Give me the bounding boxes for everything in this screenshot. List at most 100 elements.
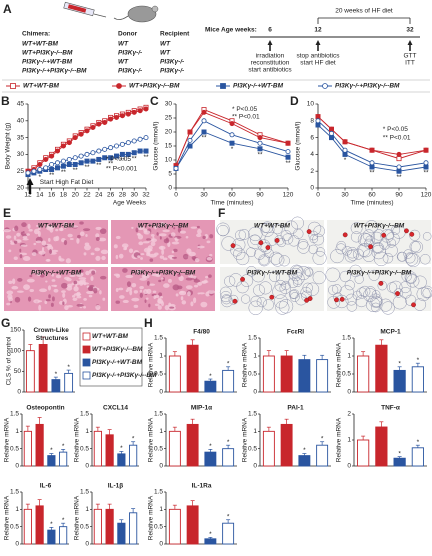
annotation: ** P<0.01 [232,113,260,120]
week-label: 6 [268,27,272,34]
bar [204,451,217,467]
data-point [173,165,179,171]
table-cell: PI3Kγ-/- [118,50,142,57]
adipocyte [257,239,271,253]
x-tick-label: 26 [107,192,115,199]
data-point [143,106,149,112]
adipocyte [248,226,263,242]
tissue-texture [64,305,69,311]
bar [186,423,199,467]
panel-label: D [290,94,299,108]
tissue-texture [158,245,166,250]
significance-label: * [417,357,420,364]
annotation: * P<0.05 [106,156,132,163]
y-tick-label: 1 [347,353,351,360]
adipocyte [399,287,412,299]
tissue-texture [201,280,209,284]
adipocyte [258,254,271,267]
tissue-texture [8,249,12,253]
y-tick-label: 10 [165,157,173,164]
data-point [108,155,114,161]
week-label: 32 [406,27,414,34]
adipocyte [253,284,265,297]
adipocyte [284,220,298,235]
tissue-texture [115,254,119,260]
tissue-texture [142,241,150,244]
series-line [317,120,427,168]
tissue-texture [20,244,28,247]
tissue-texture [146,252,151,257]
y-axis-label: Relative mRNA [4,417,11,462]
tissue-texture [129,289,133,296]
panel-label: H [144,316,153,330]
adipocyte [371,244,386,260]
data-point [257,146,263,152]
tissue-texture [51,222,56,225]
adipocyte [273,294,288,309]
tissue-texture [131,282,137,288]
tissue-texture [37,227,41,231]
significance-label: ** [61,169,67,176]
chart-title: MIP-1α [191,405,212,412]
adipocyte [269,270,281,282]
adipocyte [308,244,318,255]
tissue-texture [185,277,193,281]
tissue-texture [35,240,42,244]
significance-label: * [344,157,347,164]
data-point [328,126,334,132]
bar [357,355,370,393]
data-point [396,156,402,162]
tissue-texture [10,240,13,243]
adipocyte [272,284,287,299]
crown-like-structure [381,232,387,238]
bar [280,355,293,393]
legend-swatch [82,345,91,354]
crown-like-structure [232,298,238,304]
tissue-texture [128,248,134,253]
y-tick-label: 1 [85,428,89,435]
adipocyte [379,238,391,250]
y-axis-label: Glucose (mmol/l) [153,121,160,170]
data-point [72,161,78,167]
tissue-texture [205,275,209,279]
tissue-texture [61,290,66,293]
y-tick-label: 1.5 [10,489,19,496]
legend-label: PI3Kγ-/-+WT-BM [92,359,143,366]
tissue-texture [27,223,31,229]
tissue-texture [69,274,76,277]
tissue-texture [21,222,27,228]
tissue-texture [22,255,31,262]
y-axis-label: Glucose (mmol/l) [295,121,302,170]
y-tick-label: 0 [347,389,351,396]
y-tick-label: 2 [347,411,351,418]
adipocyte [404,271,417,284]
tissue-texture [85,270,90,276]
tissue-texture [198,292,205,295]
tissue-texture [209,253,213,257]
y-tick-label: 0.5 [248,371,257,378]
bar [59,526,68,545]
bar [298,359,311,393]
y-tick-label: 0 [253,389,257,396]
data-point [229,132,235,138]
tissue-texture [202,235,206,240]
data-point [66,140,72,146]
significance-label: * [398,361,401,368]
y-tick-label: 10 [307,101,315,108]
tissue-texture [45,299,51,302]
tissue-texture [173,248,178,253]
y-tick-label: 1 [85,506,89,513]
y-tick-label: 0.5 [342,371,351,378]
bar [411,447,424,467]
legend-swatch [82,371,91,380]
data-point [102,146,108,152]
bar [204,380,217,393]
x-axis-label: Time (minutes) [210,200,253,207]
tissue-texture [48,225,55,230]
x-tick-label: 18 [60,192,68,199]
tissue-texture [122,268,128,273]
data-point [108,116,114,122]
significance-label: * [227,439,230,446]
tissue-texture [158,292,163,297]
data-point [78,153,84,159]
